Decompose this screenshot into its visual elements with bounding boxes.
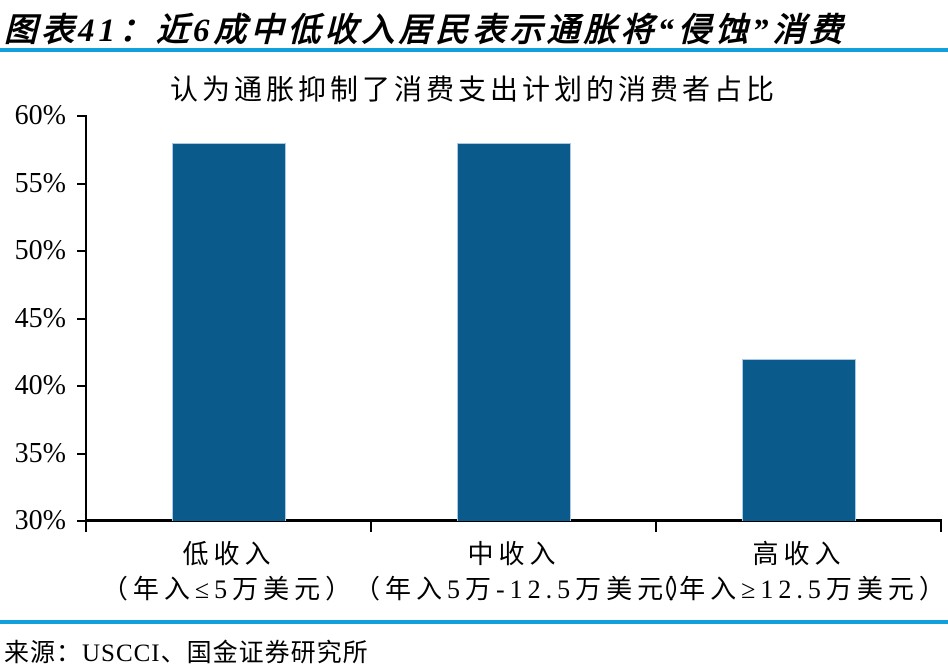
category-income-range: （年入≤5万美元）	[101, 575, 357, 604]
x-axis-tick	[85, 522, 87, 532]
y-axis-label: 45%	[14, 302, 66, 334]
x-axis-tick	[940, 522, 942, 532]
bar	[742, 359, 856, 521]
y-axis-tick	[77, 250, 86, 252]
category-income-range: （年入5万-12.5万美元）	[354, 575, 700, 604]
footer-rule	[0, 620, 948, 624]
x-category-label: 中收入 （年入5万-12.5万美元）	[354, 537, 700, 607]
y-axis-line	[85, 115, 87, 522]
bar	[172, 143, 286, 521]
y-axis-label: 60%	[14, 100, 66, 131]
x-category-label: 低收入 （年入≤5万美元）	[69, 537, 389, 607]
y-axis-tick	[77, 115, 86, 117]
figure-title: 图表41：近6成中低收入居民表示通胀将“侵蚀”消费	[4, 13, 847, 49]
y-axis-label: 35%	[14, 437, 66, 469]
title-rule	[0, 48, 948, 52]
bar	[457, 143, 571, 521]
y-axis-label: 40%	[14, 370, 66, 401]
x-category-label: 高收入 （年入≥12.5万美元）	[639, 537, 948, 607]
category-name: 低收入	[182, 540, 276, 569]
category-name: 高收入	[752, 540, 846, 569]
source-note: 来源：USCCI、国金证券研究所	[4, 640, 369, 667]
category-income-range: （年入≥12.5万美元）	[648, 575, 948, 604]
chart-title: 认为通胀抑制了消费支出计划的消费者占比	[169, 75, 778, 106]
y-axis-tick	[77, 452, 86, 455]
x-axis-tick	[655, 522, 657, 532]
category-name: 中收入	[467, 540, 561, 569]
y-axis-tick	[77, 182, 86, 185]
y-axis-label: 55%	[14, 167, 66, 199]
y-axis-tick	[77, 385, 86, 387]
y-axis-label: 50%	[14, 235, 66, 266]
y-axis-tick	[77, 520, 86, 522]
y-axis-tick	[77, 317, 86, 320]
y-axis-label: 30%	[14, 505, 66, 536]
x-axis-tick	[370, 522, 372, 532]
